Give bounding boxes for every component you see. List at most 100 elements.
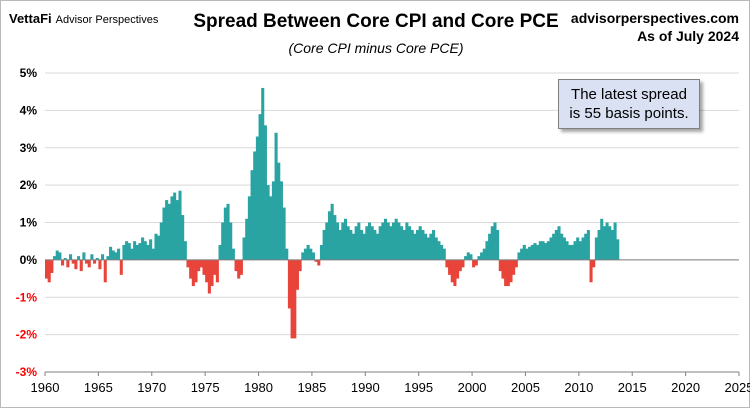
- logo-brand: VettaFi: [9, 11, 52, 26]
- spread-bar: [482, 248, 486, 260]
- x-tick-label: 1975: [191, 380, 220, 395]
- spread-bar: [221, 222, 225, 260]
- spread-bar: [605, 222, 609, 260]
- spread-bar: [157, 235, 161, 260]
- spread-bar: [79, 259, 83, 272]
- spread-bar: [301, 252, 305, 260]
- spread-bar: [167, 203, 171, 260]
- spread-bar: [533, 243, 537, 260]
- spread-bar: [386, 222, 390, 260]
- spread-bar: [309, 248, 313, 260]
- spread-bar: [109, 246, 113, 260]
- spread-bar: [509, 259, 513, 283]
- spread-bar: [285, 248, 289, 260]
- spread-bar: [314, 259, 318, 262]
- spread-bar: [378, 226, 382, 260]
- spread-bar: [271, 181, 275, 260]
- spread-bar: [237, 259, 241, 279]
- spread-bar: [554, 229, 558, 260]
- spread-bar: [504, 259, 508, 287]
- spread-bar: [589, 259, 593, 283]
- spread-bar: [47, 259, 51, 283]
- spread-bar: [90, 254, 94, 260]
- x-tick-label: 1970: [137, 380, 166, 395]
- spread-bar: [325, 222, 329, 260]
- spread-bar: [429, 233, 433, 260]
- spread-bar: [263, 125, 267, 260]
- spread-bar: [247, 196, 251, 260]
- spread-bar: [432, 229, 436, 260]
- callout-line-1: The latest spread: [571, 86, 687, 103]
- spread-bar: [317, 259, 321, 266]
- source-block: advisorperspectives.com As of July 2024: [571, 9, 739, 45]
- x-tick-label: 2000: [458, 380, 487, 395]
- spread-bar: [472, 259, 476, 268]
- spread-bar: [408, 226, 412, 260]
- spread-bar: [191, 259, 195, 287]
- spread-bar: [58, 252, 62, 260]
- spread-bar: [250, 170, 254, 260]
- spread-bar: [565, 241, 569, 260]
- spread-bar: [106, 256, 110, 260]
- spread-bar: [178, 190, 182, 260]
- spread-bar: [496, 229, 500, 260]
- spread-bar: [181, 215, 185, 260]
- spread-bar: [557, 226, 561, 260]
- spread-bar: [456, 259, 460, 279]
- spread-bar: [581, 237, 585, 260]
- spread-bar: [173, 192, 177, 260]
- spread-bar: [194, 259, 198, 283]
- spread-bar: [258, 114, 262, 260]
- spread-bar: [154, 233, 158, 260]
- x-tick-label: 2005: [511, 380, 540, 395]
- spread-bar: [303, 248, 307, 260]
- spread-bar: [453, 259, 457, 287]
- axes: [45, 259, 739, 373]
- spread-bar: [442, 248, 446, 260]
- vettafi-logo: VettaFi Advisor Perspectives: [9, 10, 158, 28]
- spread-bar: [362, 233, 366, 260]
- spread-bar: [69, 254, 73, 260]
- as-of-date: As of July 2024: [637, 28, 739, 44]
- spread-bar: [138, 243, 142, 260]
- spread-bar: [298, 259, 302, 272]
- y-tick-label: 4%: [20, 103, 38, 117]
- spread-bar: [520, 248, 524, 260]
- spread-bar: [410, 229, 414, 260]
- spread-bar: [367, 222, 372, 260]
- latest-spread-callout: The latest spread is 55 basis points.: [558, 79, 700, 129]
- spread-bar: [50, 259, 54, 273]
- spread-bar: [253, 151, 257, 260]
- spread-bar: [351, 233, 356, 260]
- spread-bar: [466, 252, 470, 260]
- spread-bar: [202, 259, 206, 275]
- spread-bar: [186, 259, 190, 268]
- spread-bar: [183, 241, 187, 260]
- spread-bar: [440, 244, 444, 260]
- spread-bar: [485, 241, 489, 260]
- spread-bar: [610, 229, 614, 260]
- spread-bar: [146, 244, 150, 260]
- spread-bar: [135, 244, 139, 260]
- x-tick-label: 1985: [297, 380, 326, 395]
- spread-bar: [584, 233, 588, 260]
- spread-bar: [87, 259, 91, 268]
- spread-bar: [570, 244, 574, 260]
- spread-bar: [354, 226, 358, 260]
- x-tick-label: 1960: [31, 380, 60, 395]
- spread-bar: [549, 237, 553, 260]
- spread-bar: [101, 254, 105, 260]
- spread-bar: [349, 229, 353, 260]
- spread-bar: [125, 241, 129, 260]
- spread-bar: [592, 259, 596, 268]
- spread-bar: [552, 233, 556, 260]
- spread-bar: [119, 259, 123, 275]
- spread-bar: [464, 256, 468, 260]
- spread-bar: [306, 244, 310, 260]
- spread-bar: [525, 248, 529, 260]
- spread-bar: [269, 196, 273, 260]
- spread-bar: [421, 229, 425, 260]
- spread-bar: [287, 259, 291, 309]
- spread-bar: [98, 259, 102, 270]
